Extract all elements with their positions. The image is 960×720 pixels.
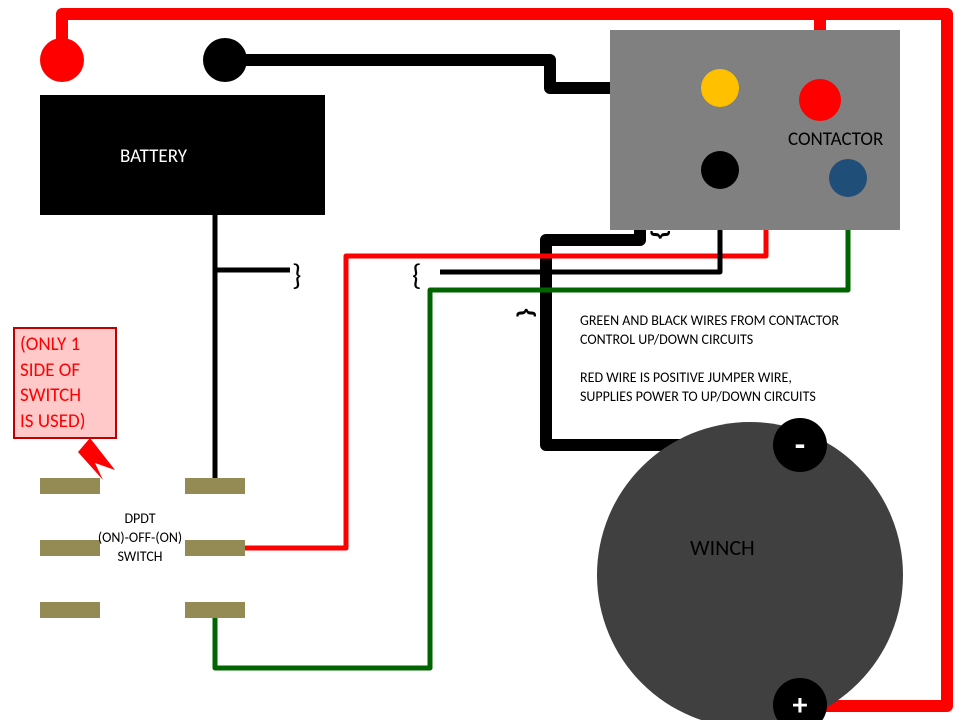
- brace-4: ⏞: [516, 309, 536, 350]
- winch-pos-symbol: +: [793, 687, 808, 720]
- note-text: (ONLY 1 SIDE OF SWITCH IS USED): [20, 332, 85, 435]
- battery-pos-terminal: [40, 38, 84, 82]
- battery-label: BATTERY: [120, 145, 187, 168]
- contactor-terminal-black: [701, 151, 739, 189]
- winch-label: WINCH: [690, 534, 755, 561]
- contactor-label: CONTACTOR: [788, 128, 883, 151]
- winch-neg-symbol: -: [795, 425, 805, 466]
- battery-neg-terminal: [203, 38, 247, 82]
- contactor-terminal-red: [799, 79, 841, 121]
- contactor-terminal-yellow: [701, 69, 739, 107]
- wire-black-switch: [215, 215, 290, 486]
- winch-body: [597, 422, 903, 720]
- contactor-terminal-blue: [829, 159, 867, 197]
- note-arrow: [78, 438, 115, 480]
- info-text: GREEN AND BLACK WIRES FROM CONTACTOR CON…: [580, 312, 839, 406]
- brace-1: ⏟: [650, 197, 670, 239]
- brace-2: }: [292, 257, 301, 294]
- switch-label: DPDT (ON)-OFF-(ON) SWITCH: [80, 510, 200, 567]
- brace-3: {: [412, 257, 421, 294]
